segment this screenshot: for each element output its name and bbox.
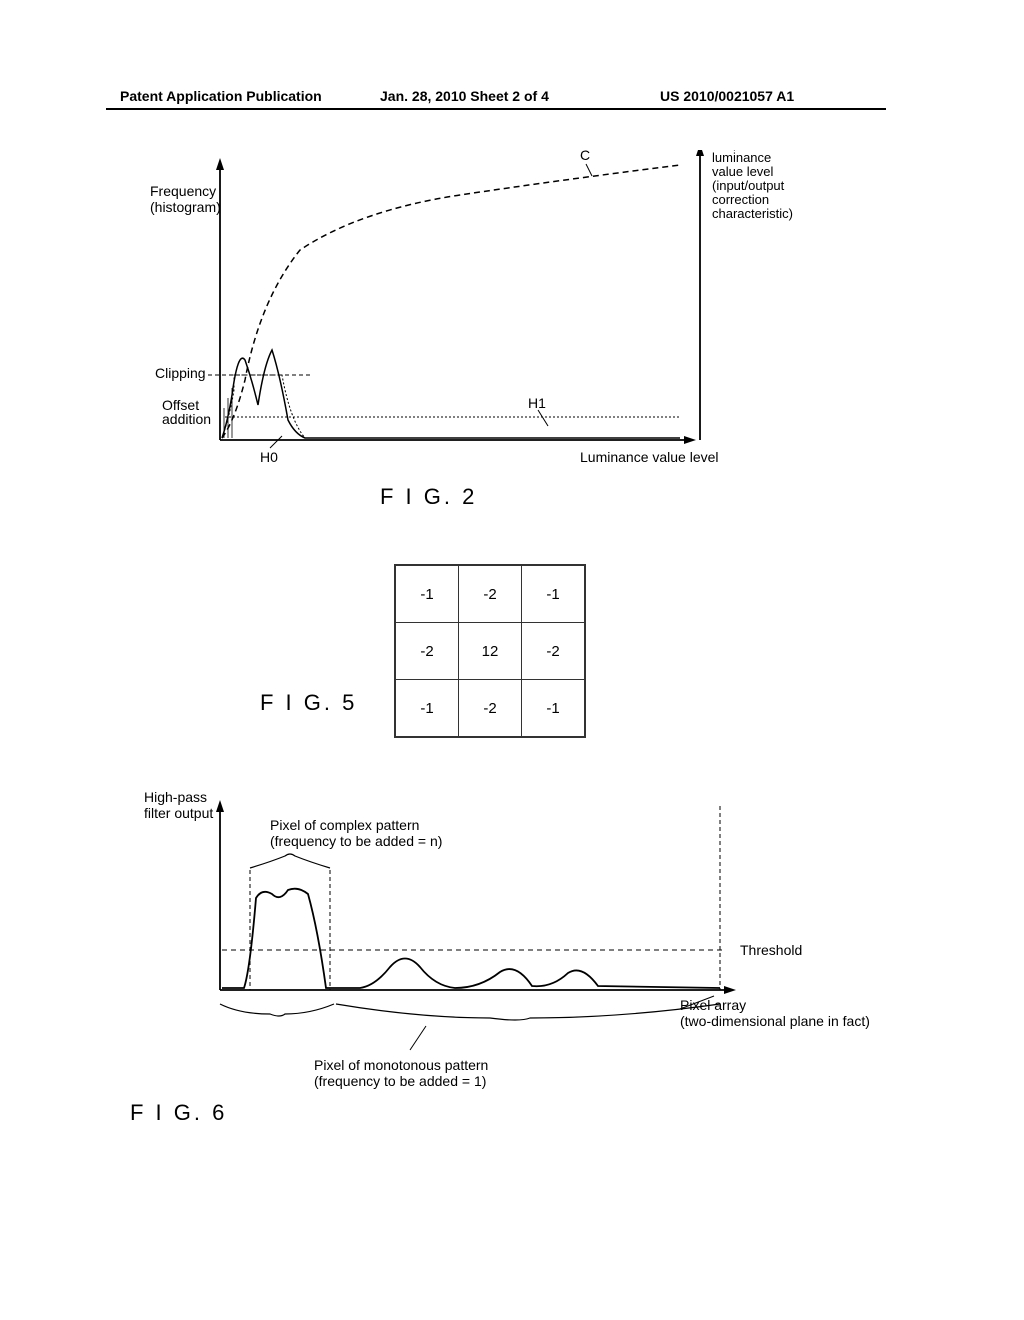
fig6-chart: High-pass filter output Pixel of complex… (140, 790, 890, 1120)
fig2-caption: F I G. 2 (380, 484, 477, 510)
fig2-clipping-label: Clipping (155, 365, 206, 381)
svg-text:Frequency (histogram): Frequency (histogram) (150, 183, 221, 215)
fig6-yaxis-2: filter output (144, 805, 213, 821)
header-right: US 2010/0021057 A1 (660, 88, 794, 104)
fig6-complex-2: (frequency to be added = n) (270, 833, 442, 849)
fig2-h1-label: H1 (528, 395, 546, 411)
fig5-cell-12: -2 (522, 623, 586, 680)
svg-text:High-pass filter output: High-pass filter output (144, 790, 213, 821)
fig5-kernel-table: -1 -2 -1 -2 12 -2 -1 -2 -1 (394, 564, 586, 738)
svg-text:Pixel of complex pattern (: Pixel of complex pattern (frequency to b… (270, 817, 442, 849)
fig2-c-label: C (580, 150, 590, 163)
header-center: Jan. 28, 2010 Sheet 2 of 4 (380, 88, 549, 104)
fig6-signal-curve (222, 889, 720, 988)
fig6-monotonous-2: (frequency to be added = 1) (314, 1073, 486, 1089)
header-line (106, 108, 886, 110)
fig5-cell-00: -1 (395, 565, 459, 623)
fig6-pixelarray-2: (two-dimensional plane in fact) (680, 1013, 870, 1029)
fig5-cell-11: 12 (459, 623, 522, 680)
svg-text:Output luminance value: Output luminance value level (input/outp… (712, 150, 793, 221)
fig5-cell-02: -1 (522, 565, 586, 623)
fig2-yaxis-right-6: characteristic) (712, 206, 793, 221)
fig6-complex-1: Pixel of complex pattern (270, 817, 419, 833)
fig5-cell-20: -1 (395, 680, 459, 738)
fig2-yaxis-right-3: value level (712, 164, 774, 179)
fig5-caption: F I G. 5 (260, 690, 357, 716)
fig5-cell-22: -1 (522, 680, 586, 738)
fig2-hatching (224, 388, 232, 438)
fig6-yaxis-1: High-pass (144, 790, 207, 805)
fig2-yaxis-left-2: (histogram) (150, 199, 221, 215)
fig2-yaxis-right-2: luminance (712, 150, 771, 165)
fig2-yaxis-left-1: Frequency (150, 183, 216, 199)
fig2-h0-label: H0 (260, 449, 278, 465)
header-left: Patent Application Publication (120, 88, 322, 104)
svg-text:Offset addition: Offset addition (162, 397, 211, 427)
fig2-xaxis-label: Luminance value level (580, 449, 719, 465)
fig6-threshold-label: Threshold (740, 942, 802, 958)
fig2-offset-2: addition (162, 411, 211, 427)
fig6-monotonous-1: Pixel of monotonous pattern (314, 1057, 488, 1073)
fig6-caption: F I G. 6 (130, 1100, 227, 1126)
svg-text:Pixel array (two-dimension: Pixel array (two-dimensional plane in fa… (680, 997, 870, 1029)
fig5-cell-21: -2 (459, 680, 522, 738)
fig2-chart: Frequency (histogram) Output luminance v… (140, 150, 880, 520)
svg-text:Pixel of monotonous pattern: Pixel of monotonous pattern (frequency t… (314, 1057, 492, 1089)
fig5-cell-10: -2 (395, 623, 459, 680)
fig2-curve-c (222, 165, 680, 438)
fig2-yaxis-right-5: correction (712, 192, 769, 207)
fig5-cell-01: -2 (459, 565, 522, 623)
fig2-yaxis-right-4: (input/output (712, 178, 785, 193)
fig2-histogram-h0 (222, 350, 680, 438)
